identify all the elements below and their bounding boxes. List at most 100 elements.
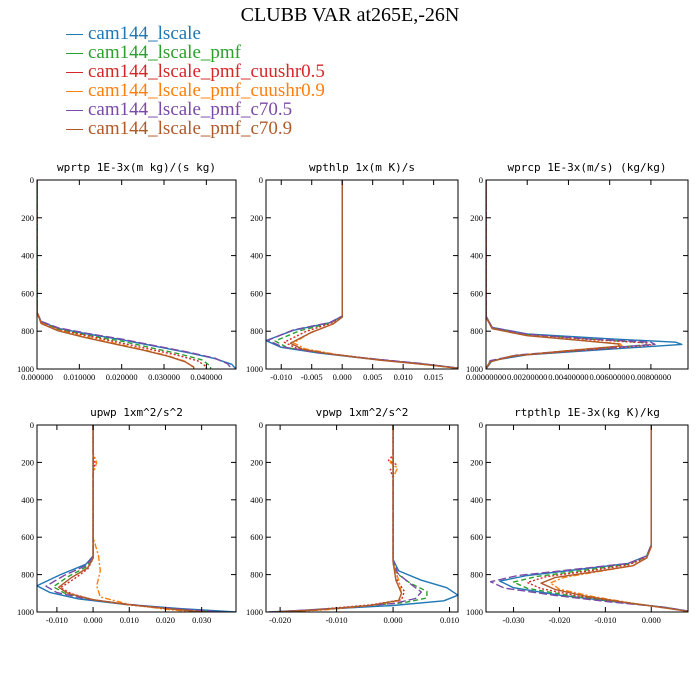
y-tick-label: 0: [479, 420, 483, 430]
plot-frame: [36, 179, 237, 370]
legend-label: cam144_lscale_pmf_c70.9: [88, 118, 293, 139]
series-line: [486, 180, 652, 369]
x-tick-label: 0.00800000: [631, 372, 671, 382]
series-line: [267, 180, 458, 369]
legend-swatch: [66, 34, 83, 35]
series-line: [489, 425, 688, 612]
series-line: [266, 180, 458, 369]
y-tick-label: 600: [21, 288, 34, 298]
series-line: [486, 180, 621, 369]
x-tick-label: -0.010: [594, 615, 616, 625]
series-line: [540, 425, 688, 612]
series-line: [274, 425, 406, 612]
series-line: [268, 425, 458, 612]
series-line: [274, 180, 458, 369]
series-line: [37, 180, 195, 369]
series-line: [274, 425, 428, 612]
y-tick-label: 200: [470, 457, 483, 467]
plot-frame: [36, 424, 237, 613]
y-tick-label: 0: [259, 175, 263, 185]
legend-label: cam144_lscale_pmf_c70.5: [88, 99, 293, 120]
y-tick-label: 400: [470, 495, 483, 505]
y-tick-label: 1000: [246, 607, 263, 617]
y-tick-label: 1000: [17, 607, 34, 617]
plot-frame: [485, 424, 689, 613]
y-tick-label: 800: [250, 326, 263, 336]
subplot: wprcp 1E-3x(m/s) (kg/kg) 0.00000000 0.0020…: [466, 161, 689, 382]
x-tick-label: 0.000: [333, 372, 352, 382]
subplot-title: vpwp 1xm^2/s^2: [316, 406, 409, 419]
x-tick-label: 0.010: [120, 615, 139, 625]
subplot: upwp 1xm^2/s^2 -0.010 0.000 0.010 0.020 0.030…: [17, 406, 237, 625]
y-tick-label: 200: [470, 213, 483, 223]
y-tick-label: 600: [470, 288, 483, 298]
x-tick-label: 0.030000: [148, 372, 180, 382]
subplot-title: wpthlp 1x(m K)/s: [309, 161, 415, 174]
plot-frame: [265, 179, 459, 370]
plot-frame: [485, 179, 689, 370]
series-line: [45, 425, 224, 612]
y-tick-label: 600: [250, 532, 263, 542]
subplot: rtpthlp 1E-3x(kg K)/kg -0.030 -0.020 -0.010…: [466, 406, 689, 625]
x-tick-label: -0.010: [46, 615, 68, 625]
subplot-title: wprtp 1E-3x(m kg)/(s kg): [57, 161, 216, 174]
y-tick-label: 800: [21, 570, 34, 580]
x-tick-label: 0.000: [84, 615, 103, 625]
x-tick-label: 0.000000: [21, 372, 53, 382]
x-tick-label: 0.030: [192, 615, 211, 625]
x-tick-label: 0.00600000: [589, 372, 629, 382]
y-tick-label: 200: [21, 213, 34, 223]
subplot-title: rtpthlp 1E-3x(kg K)/kg: [514, 406, 660, 419]
y-tick-label: 400: [21, 251, 34, 261]
y-tick-label: 0: [30, 420, 34, 430]
x-tick-label: 0.00200000: [507, 372, 547, 382]
y-tick-label: 200: [21, 457, 34, 467]
y-tick-label: 0: [259, 420, 263, 430]
x-tick-label: 0.005: [363, 372, 382, 382]
series-line: [37, 180, 236, 369]
legend-label: cam144_lscale_pmf_cuushr0.9: [88, 80, 325, 101]
x-tick-label: -0.020: [548, 615, 570, 625]
series-line: [292, 180, 458, 369]
x-tick-label: -0.020: [269, 615, 291, 625]
subplot-title: wprcp 1E-3x(m/s) (kg/kg): [508, 161, 667, 174]
legend-swatch: [66, 129, 83, 130]
legend-swatch: [66, 53, 83, 54]
subplot-title: upwp 1xm^2/s^2: [90, 406, 183, 419]
y-tick-label: 800: [21, 326, 34, 336]
x-tick-label: 0.010: [394, 372, 413, 382]
x-tick-label: 0.020000: [106, 372, 138, 382]
series-line: [52, 425, 217, 612]
y-tick-label: 400: [470, 251, 483, 261]
y-tick-label: 0: [479, 175, 483, 185]
x-tick-label: -0.030: [503, 615, 525, 625]
x-tick-label: -0.010: [270, 372, 292, 382]
x-tick-label: -0.010: [326, 615, 348, 625]
series-line: [549, 425, 688, 612]
series-line: [37, 180, 233, 369]
legend-swatch: [66, 110, 83, 111]
x-tick-label: 0.000: [642, 615, 661, 625]
y-tick-label: 800: [470, 326, 483, 336]
series-line: [37, 180, 208, 369]
x-tick-label: 0.015: [424, 372, 443, 382]
legend-label: cam144_lscale: [88, 23, 201, 44]
series-line: [58, 425, 206, 612]
legend-swatch: [66, 72, 83, 73]
series-line: [283, 180, 458, 369]
y-tick-label: 1000: [466, 364, 483, 374]
plot-frame: [265, 424, 459, 613]
y-tick-label: 400: [21, 495, 34, 505]
series-line: [526, 425, 688, 612]
y-tick-label: 600: [21, 532, 34, 542]
legend-label: cam144_lscale_pmf: [88, 42, 242, 63]
series-line: [486, 180, 656, 369]
y-tick-label: 600: [470, 532, 483, 542]
legend-label: cam144_lscale_pmf_cuushr0.5: [88, 61, 325, 82]
x-tick-label: 0.00400000: [548, 372, 588, 382]
y-tick-label: 400: [250, 495, 263, 505]
y-tick-label: 400: [250, 251, 263, 261]
y-tick-label: 200: [250, 457, 263, 467]
y-tick-label: 600: [250, 288, 263, 298]
x-tick-label: 0.00000000: [466, 372, 506, 382]
